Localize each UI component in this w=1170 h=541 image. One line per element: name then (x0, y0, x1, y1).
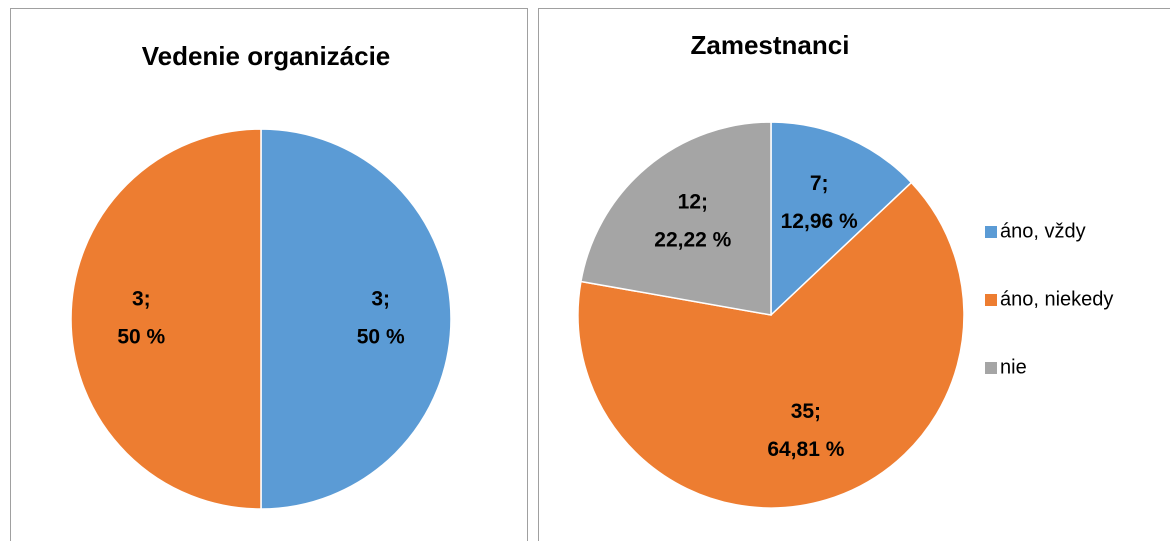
legend-label: áno, niekedy (1000, 288, 1113, 310)
data-label: 3; (371, 288, 390, 311)
legend-swatch (985, 294, 997, 306)
legend-swatch (985, 226, 997, 238)
data-label: 3; (132, 288, 151, 311)
data-label: 12; (678, 190, 708, 213)
data-label: 35; (791, 400, 821, 423)
data-label: 7; (810, 172, 829, 195)
pie-slice (70, 128, 262, 510)
data-label: 50 % (117, 326, 165, 349)
pie-slice (580, 121, 772, 316)
chart-title: Vedenie organizácie (142, 41, 391, 71)
pie-slice (260, 128, 452, 510)
pie-slice (770, 121, 913, 317)
data-label: 50 % (357, 326, 405, 349)
pie-slice (577, 181, 965, 509)
data-label: 22,22 % (654, 228, 731, 251)
legend-label: nie (1000, 356, 1027, 378)
legend-swatch (985, 362, 997, 374)
data-label: 12,96 % (781, 210, 858, 233)
legend-label: áno, vždy (1000, 220, 1086, 242)
chart-title: Zamestnanci (691, 30, 850, 60)
data-label: 64,81 % (767, 438, 844, 461)
